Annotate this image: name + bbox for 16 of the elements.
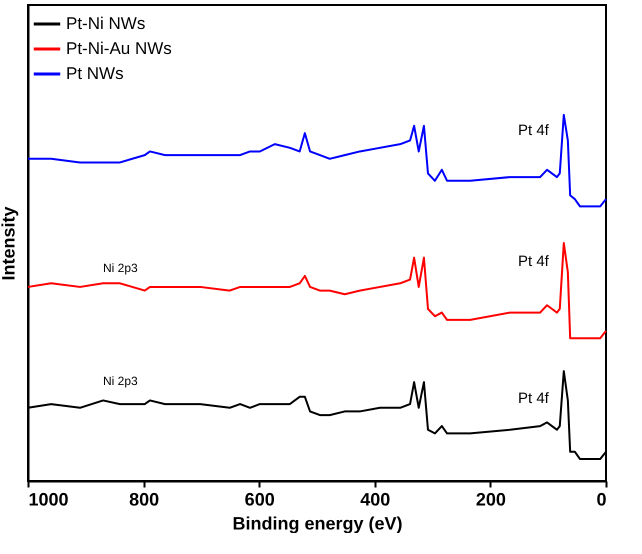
x-tick-label: 1000 <box>28 490 69 510</box>
legend-label: Pt NWs <box>66 64 124 83</box>
x-tick-label: 200 <box>476 490 506 510</box>
legend-label: Pt-Ni NWs <box>66 14 146 33</box>
x-axis-title: Binding energy (eV) <box>232 514 403 534</box>
annotation: Pt 4f <box>518 390 550 407</box>
y-axis-title: Intensity <box>0 206 18 281</box>
x-tick-label: 800 <box>129 490 160 510</box>
annotation: Pt 4f <box>518 122 550 139</box>
annotation: Ni 2p3 <box>103 374 138 388</box>
x-tick-label: 400 <box>360 490 390 510</box>
annotation: Ni 2p3 <box>103 261 138 275</box>
x-tick-label: 600 <box>244 490 275 510</box>
x-tick-label: 0 <box>596 490 606 510</box>
legend-label: Pt-Ni-Au NWs <box>66 39 172 58</box>
annotation: Pt 4f <box>518 253 550 270</box>
